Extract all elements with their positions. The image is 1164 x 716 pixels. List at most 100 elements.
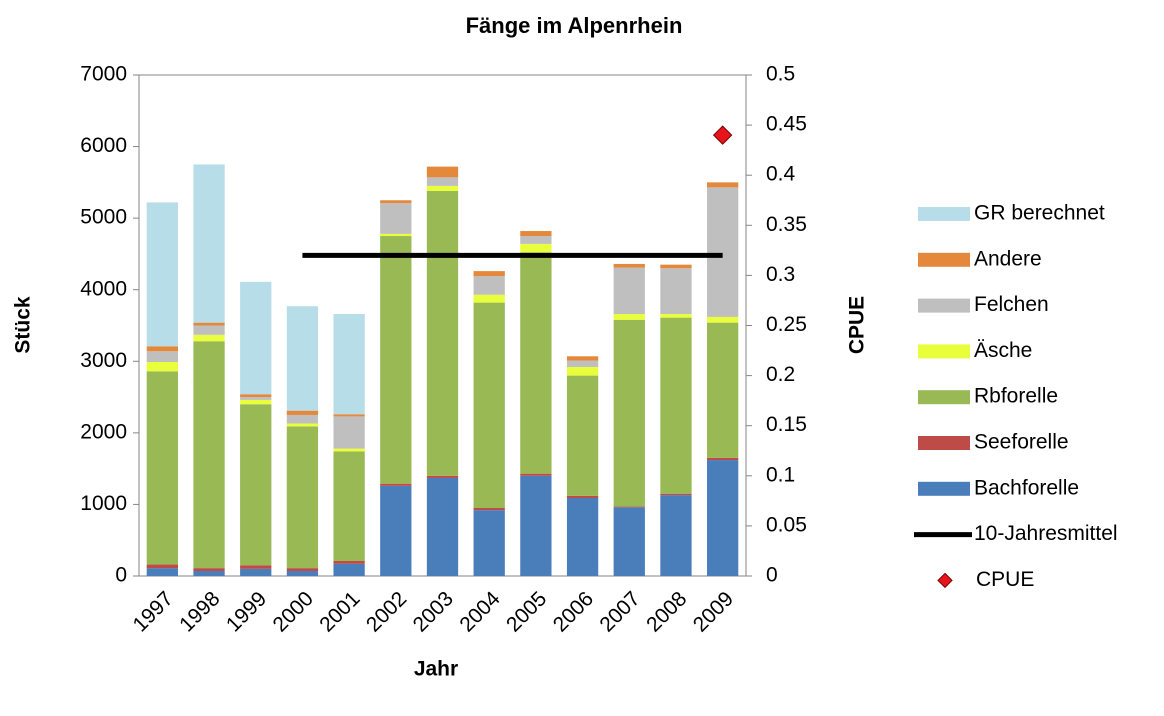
y-tick-label: 1000 bbox=[80, 492, 127, 515]
bar-segment bbox=[613, 506, 645, 508]
legend-swatch bbox=[918, 344, 970, 359]
bar-segment bbox=[613, 314, 645, 320]
bar-segment bbox=[286, 414, 319, 424]
bar-segment bbox=[473, 294, 505, 303]
bar-segment bbox=[660, 264, 692, 269]
y2-tick-label: 0.45 bbox=[766, 113, 807, 136]
x-tick-label: 2004 bbox=[455, 587, 505, 637]
bar-segment bbox=[473, 302, 505, 509]
bar-segment bbox=[240, 399, 272, 405]
bar-segment bbox=[240, 404, 272, 566]
bar-segment bbox=[613, 507, 645, 576]
bar-segment bbox=[193, 325, 225, 335]
bar-segment bbox=[240, 568, 272, 576]
bar-segment bbox=[193, 568, 225, 571]
bar-segment bbox=[380, 200, 412, 204]
legend-swatch bbox=[918, 207, 970, 221]
bar-segment bbox=[613, 263, 645, 268]
legend-label: CPUE bbox=[976, 568, 1034, 591]
bar-segment bbox=[613, 267, 645, 315]
y-tick-label: 6000 bbox=[80, 134, 127, 157]
y-tick-label: 7000 bbox=[80, 63, 127, 86]
bar-segment bbox=[380, 236, 412, 484]
scatter-point bbox=[712, 125, 733, 145]
bar-segment bbox=[146, 362, 178, 372]
bar-segment bbox=[193, 164, 225, 323]
y2-tick-label: 0.1 bbox=[766, 463, 795, 486]
x-axis-title: Jahr bbox=[414, 658, 458, 681]
bar-segment bbox=[333, 414, 365, 417]
legend-swatch bbox=[918, 390, 970, 405]
bar-segment bbox=[426, 475, 459, 478]
bar-segment bbox=[240, 565, 272, 569]
bar-segment bbox=[566, 367, 599, 376]
bar-segment bbox=[426, 190, 459, 476]
x-tick-label: 1998 bbox=[175, 587, 224, 636]
x-tick-label: 2008 bbox=[642, 587, 691, 636]
bar-segment bbox=[566, 497, 599, 576]
bar-segment bbox=[660, 495, 692, 576]
bar-segment bbox=[426, 166, 459, 178]
y-tick-label: 5000 bbox=[80, 206, 127, 229]
bar-segment bbox=[566, 360, 599, 368]
bar-segment bbox=[333, 451, 365, 561]
bar-segment bbox=[520, 252, 552, 474]
bar-segment bbox=[193, 322, 225, 326]
bar-segment bbox=[286, 410, 319, 415]
bar-segment bbox=[707, 457, 739, 461]
bar-segment bbox=[240, 394, 272, 398]
y-tick-label: 2000 bbox=[80, 420, 127, 443]
y-tick-label: 3000 bbox=[80, 349, 127, 372]
bar-segment bbox=[473, 508, 505, 511]
bar-segment bbox=[193, 570, 225, 576]
legend-swatch bbox=[937, 572, 953, 589]
bar-segment bbox=[193, 334, 225, 342]
x-tick-label: 2003 bbox=[409, 587, 458, 636]
bar-segment bbox=[146, 202, 178, 347]
bar-segment bbox=[566, 375, 599, 496]
bar-segment bbox=[333, 314, 365, 415]
y2-tick-label: 0.05 bbox=[766, 513, 807, 536]
legend-label: Seeforelle bbox=[974, 431, 1069, 454]
bar-segment bbox=[286, 306, 319, 411]
bar-segment bbox=[707, 316, 739, 323]
x-tick-label: 2009 bbox=[689, 587, 738, 636]
bar-segment bbox=[520, 236, 552, 244]
bar-segment bbox=[286, 426, 319, 569]
x-tick-label: 2002 bbox=[362, 587, 411, 636]
bar-segment bbox=[520, 231, 552, 237]
y2-tick-label: 0.25 bbox=[766, 313, 807, 336]
bar-segment bbox=[520, 243, 552, 253]
bar-segment bbox=[426, 477, 459, 576]
bar-segment bbox=[286, 570, 319, 576]
legend-swatch bbox=[918, 481, 970, 496]
bar-segment bbox=[380, 233, 412, 237]
bar-segment bbox=[660, 317, 692, 494]
bar-segment bbox=[146, 564, 178, 569]
legend-label: Bachforelle bbox=[974, 476, 1079, 499]
bar-segment bbox=[660, 268, 692, 315]
legend-swatch bbox=[918, 298, 970, 313]
bar-segment bbox=[613, 319, 645, 507]
bar-segment bbox=[707, 187, 739, 317]
bar-segment bbox=[566, 356, 599, 361]
y2-axis-title: CPUE bbox=[846, 296, 869, 354]
bar-segment bbox=[193, 341, 225, 569]
y2-tick-label: 0.15 bbox=[766, 413, 807, 436]
bar-segment bbox=[286, 423, 319, 427]
x-tick-label: 2000 bbox=[269, 587, 318, 636]
y-tick-label: 4000 bbox=[80, 277, 127, 300]
bar-segment bbox=[240, 281, 272, 395]
legend-label: Rbforelle bbox=[974, 385, 1058, 408]
legend-swatch bbox=[918, 436, 970, 450]
bar-segment bbox=[707, 460, 739, 576]
bar-segment bbox=[707, 322, 739, 458]
y-tick-label: 0 bbox=[115, 564, 127, 587]
y2-tick-label: 0.5 bbox=[766, 63, 795, 86]
y2-tick-label: 0.35 bbox=[766, 213, 807, 236]
x-tick-label: 1997 bbox=[129, 587, 178, 636]
legend-label: 10-Jahresmittel bbox=[974, 522, 1118, 545]
y2-tick-label: 0.3 bbox=[766, 263, 795, 286]
bar-segment bbox=[380, 203, 412, 234]
